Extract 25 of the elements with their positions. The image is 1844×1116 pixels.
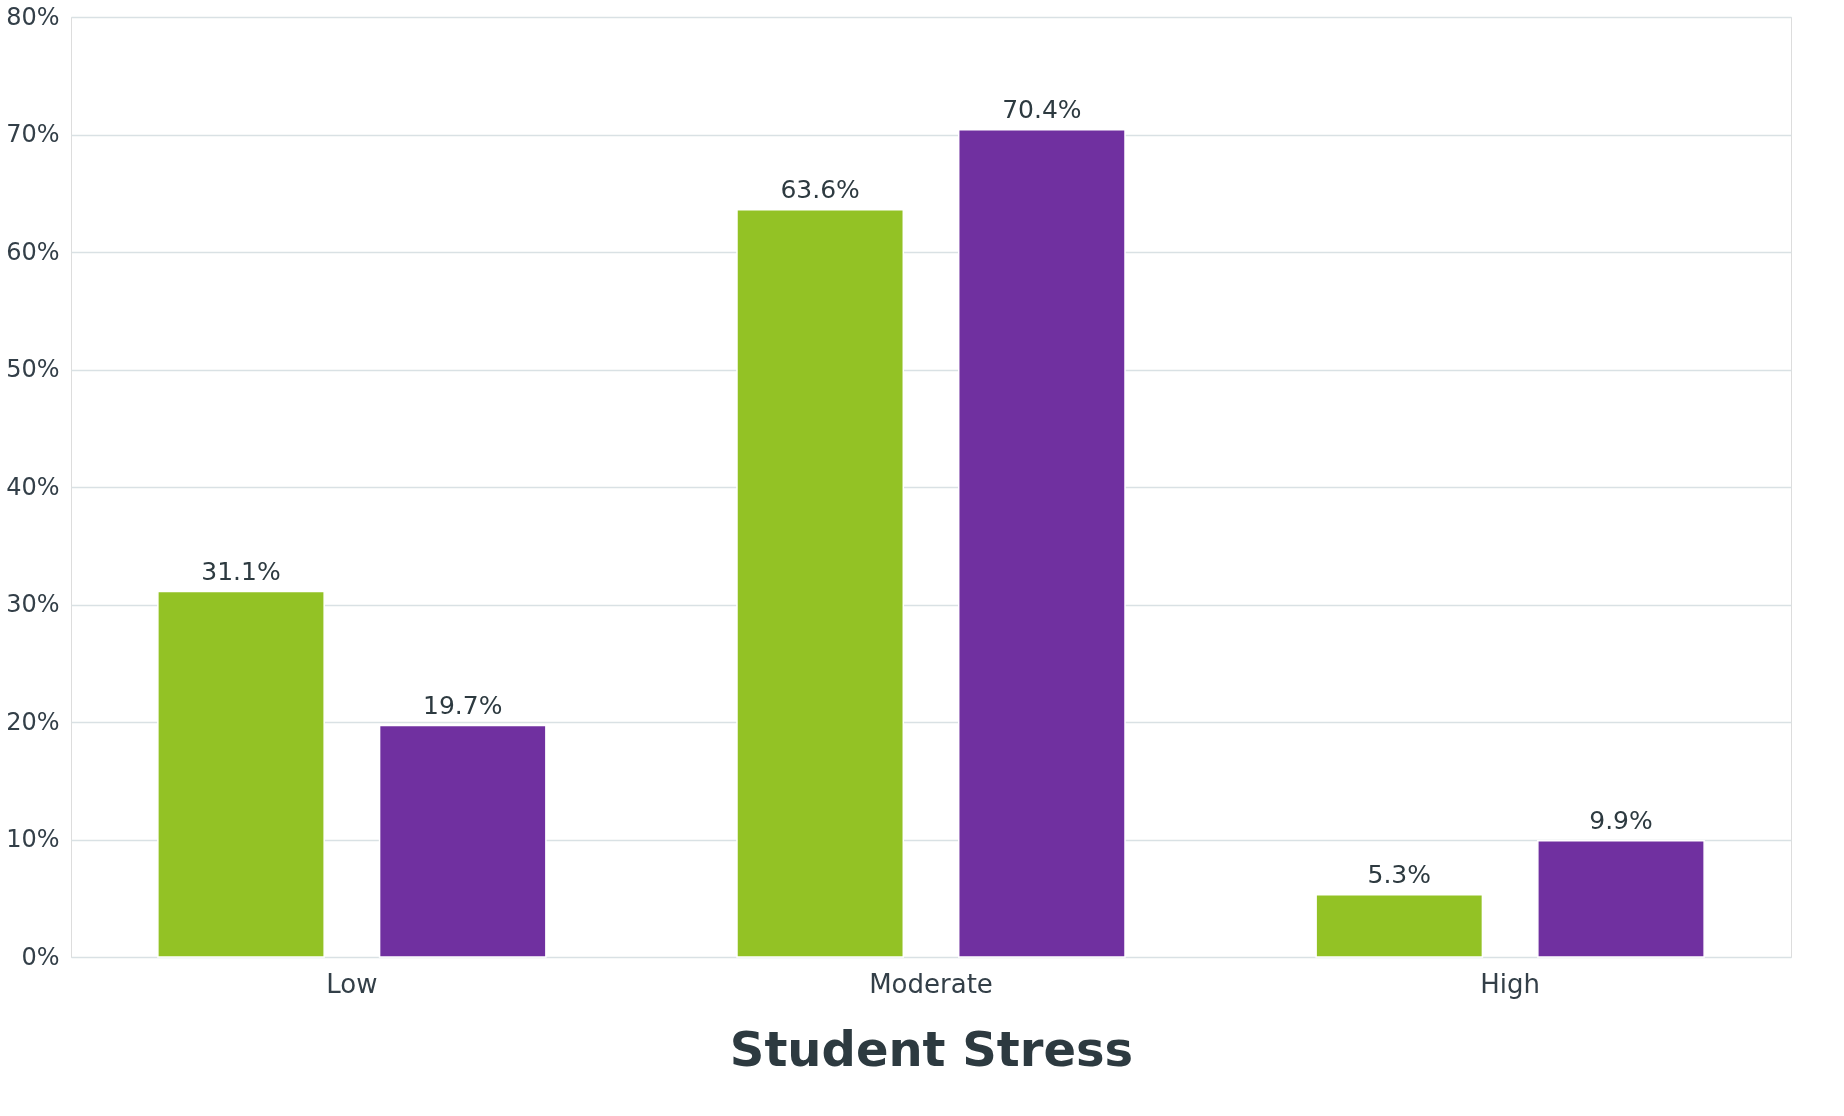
y-tick-label: 40%	[6, 472, 60, 501]
y-tick-label: 80%	[6, 2, 60, 31]
bar	[157, 590, 325, 958]
y-tick-label: 10%	[6, 825, 60, 853]
data-label: 5.3%	[1367, 859, 1432, 889]
data-label: 19.7%	[423, 690, 503, 720]
x-axis-title: Student Stress	[729, 1020, 1134, 1077]
y-tick-label: 0%	[21, 942, 60, 971]
data-label: 31.1%	[201, 556, 281, 586]
bar	[1315, 893, 1484, 958]
x-tick-label: High	[1480, 968, 1541, 999]
y-tick-label: 50%	[6, 355, 60, 383]
data-label: 9.9%	[1589, 805, 1653, 835]
data-label: 70.4%	[1002, 94, 1082, 124]
bar	[957, 129, 1126, 958]
y-tick-label: 20%	[6, 707, 60, 736]
x-tick-label: Moderate	[869, 968, 993, 999]
bar	[1537, 839, 1705, 958]
x-tick-label: Low	[326, 968, 378, 999]
y-tick-label: 30%	[6, 590, 60, 618]
y-tick-label: 60%	[6, 237, 60, 266]
bar	[378, 724, 547, 958]
bar	[736, 208, 905, 958]
y-tick-label: 70%	[6, 120, 60, 148]
data-label: 63.6%	[780, 174, 860, 204]
